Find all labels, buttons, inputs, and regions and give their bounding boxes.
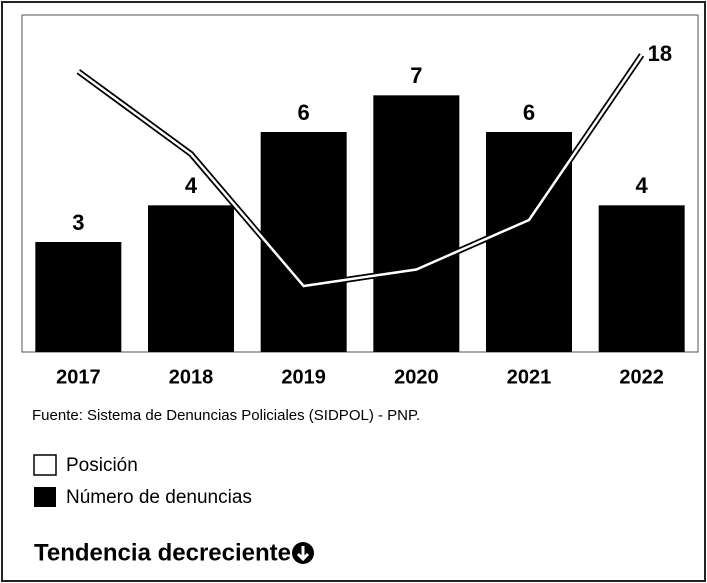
legend-swatch: [33, 454, 57, 476]
data-label: 7: [410, 63, 422, 88]
x-tick-label: 2022: [619, 366, 664, 388]
x-tick-label: 2018: [169, 366, 214, 388]
bar: [486, 132, 572, 352]
x-tick-label: 2021: [507, 366, 552, 388]
bar: [148, 205, 234, 352]
plot-area: [21, 14, 699, 353]
line: [77, 54, 643, 288]
x-tick-label: 2020: [394, 366, 439, 388]
icon: [296, 546, 310, 562]
data-label: 6: [523, 100, 535, 125]
data-label: 18: [648, 41, 672, 66]
bar: [35, 242, 122, 352]
bar: [598, 205, 685, 352]
source: Fuente: Sistema de Denuncias Policiales …: [32, 407, 420, 424]
x-tick-label: 2017: [56, 366, 101, 388]
data-label: 6: [298, 100, 310, 125]
legend-label: Posición: [66, 455, 138, 476]
note: Tendencia decreciente: [34, 539, 291, 566]
bar: [373, 95, 460, 352]
x-tick-label: 2019: [281, 366, 326, 388]
data-label: 4: [185, 173, 198, 198]
bar: [260, 132, 347, 352]
data-label: 3: [72, 210, 84, 235]
legend-label: Número de denuncias: [66, 487, 252, 508]
data-label: 4: [636, 173, 649, 198]
legend-swatch: [34, 487, 56, 507]
